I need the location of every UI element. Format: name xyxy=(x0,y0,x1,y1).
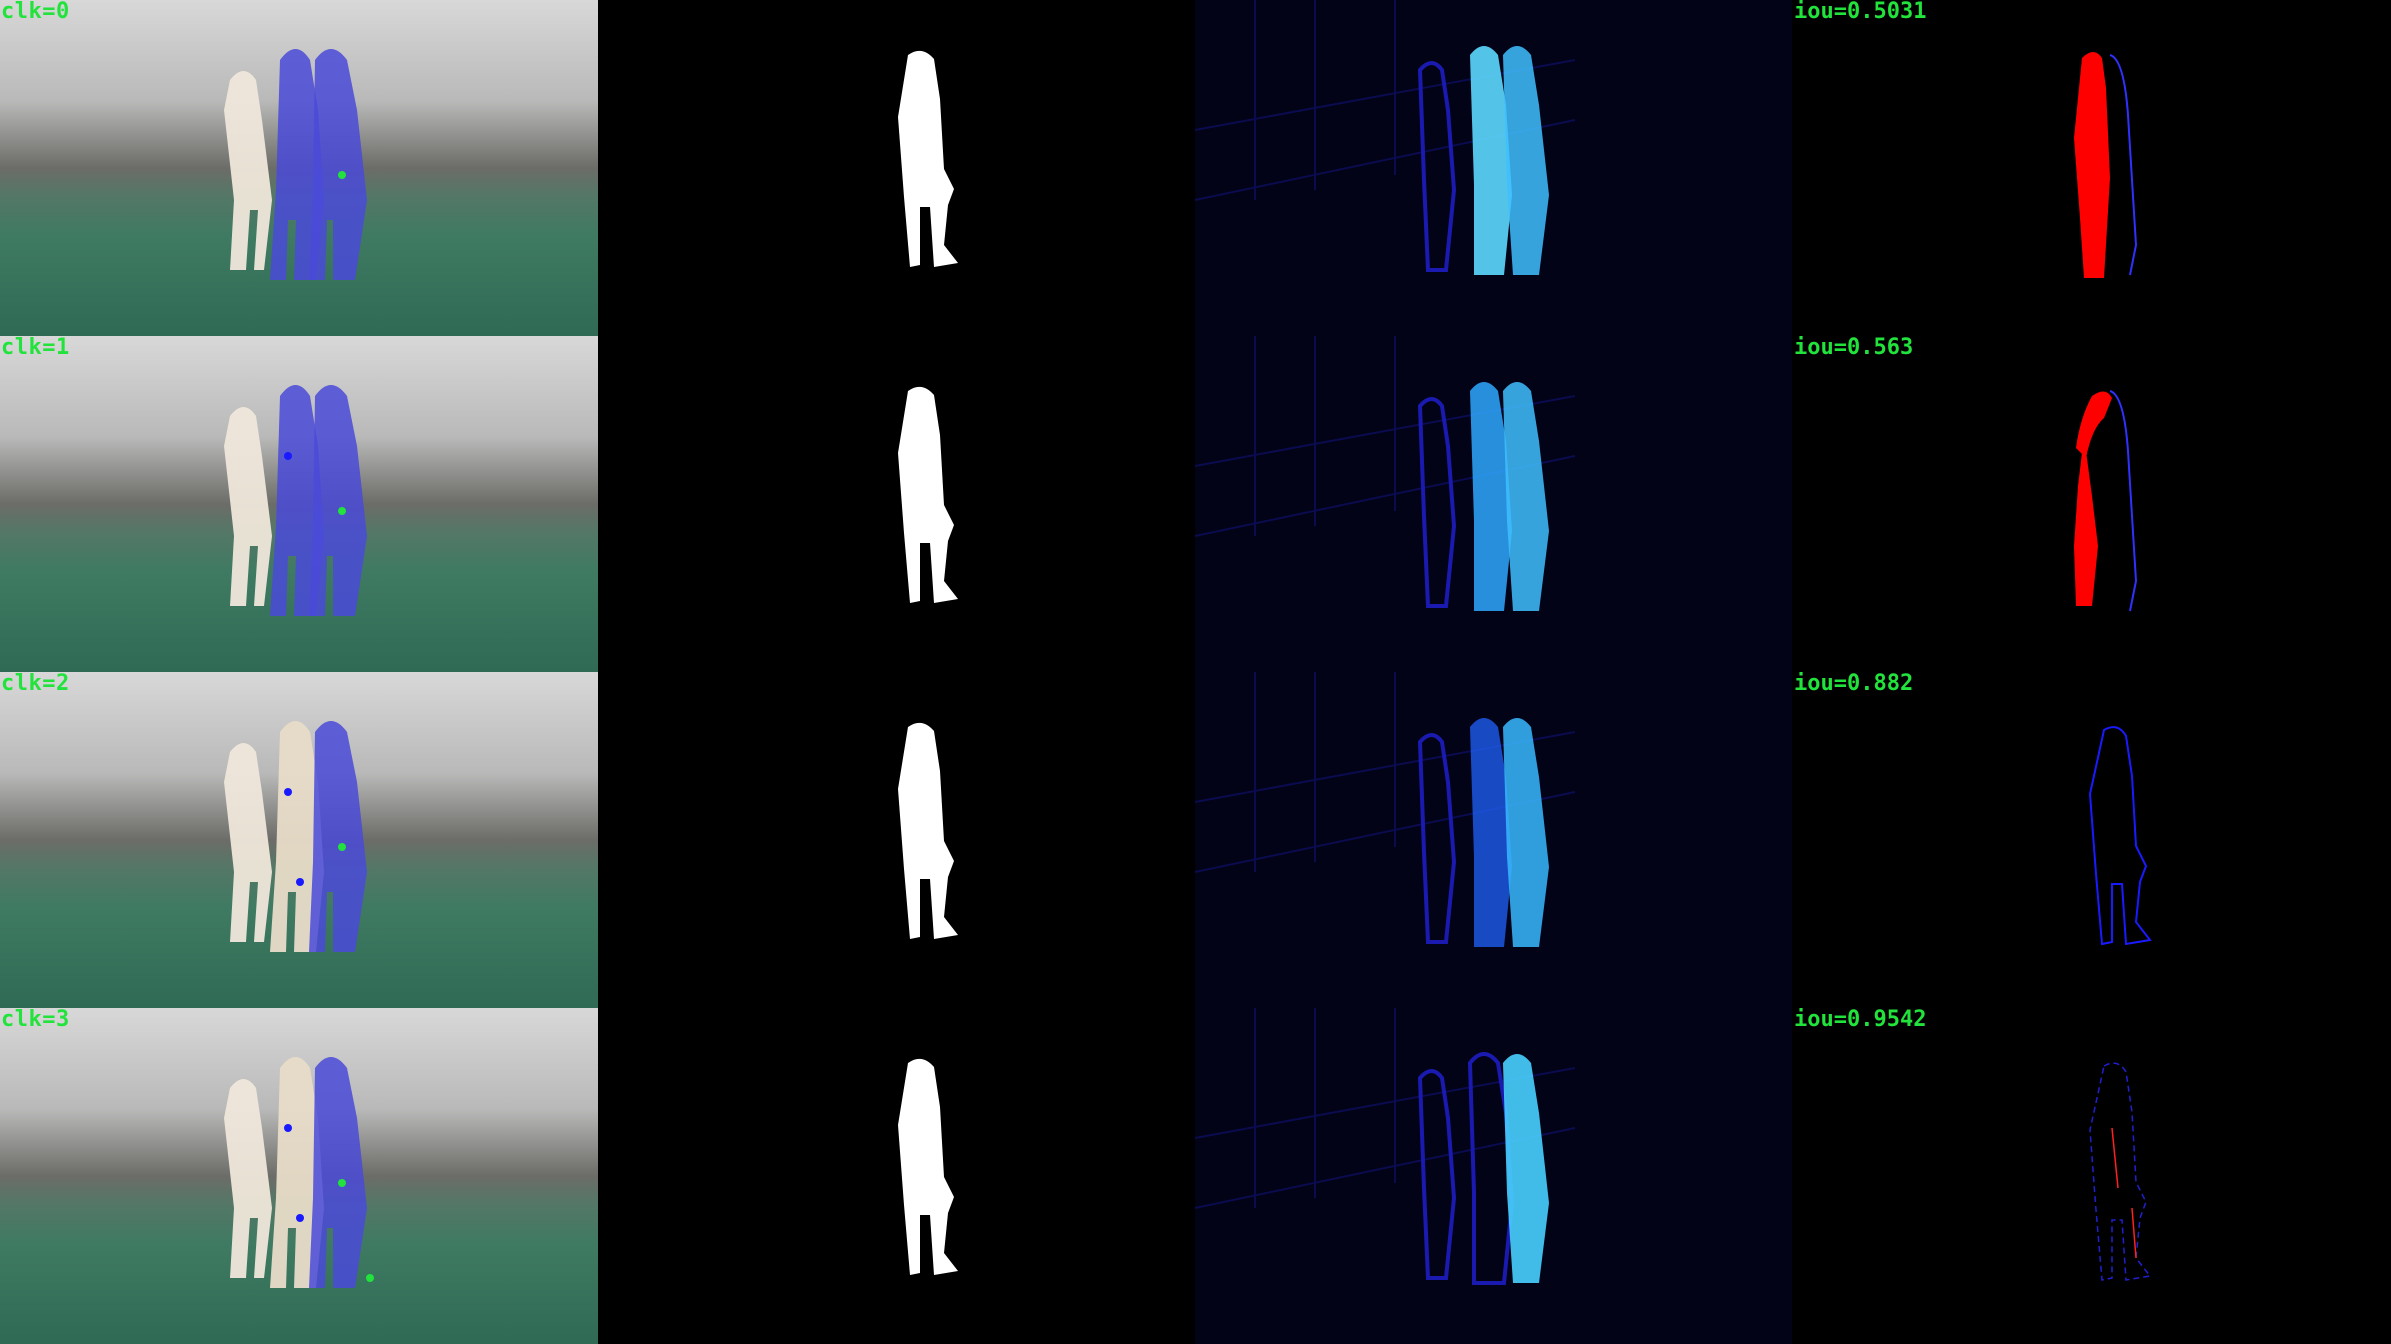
green-dot-icon xyxy=(366,1274,374,1282)
iou-score-label: iou=0.9542 xyxy=(1794,1008,1927,1032)
input-overlay-panel: clk=0 xyxy=(0,0,598,336)
green-dot-icon xyxy=(338,843,346,851)
iou-score-label: iou=0.882 xyxy=(1794,672,1914,696)
heatmap xyxy=(1195,0,1792,336)
person-right-mask xyxy=(309,49,367,280)
row-click-0: clk=0 iou=0.5031 xyxy=(0,0,2391,336)
probability-heatmap-panel xyxy=(1195,0,1792,336)
person-left-white xyxy=(224,71,272,270)
error-map-panel: iou=0.5031 xyxy=(1792,0,2391,336)
error-map xyxy=(2088,726,2152,946)
error-map xyxy=(2074,390,2138,612)
ground-truth-mask-panel xyxy=(598,1008,1195,1344)
iou-score-label: iou=0.563 xyxy=(1794,336,1914,360)
error-map xyxy=(2074,52,2138,278)
people-overlay xyxy=(224,385,367,616)
people-overlay xyxy=(224,721,367,952)
blue-dot-icon xyxy=(284,1124,292,1132)
input-overlay-panel: clk=3 xyxy=(0,1008,598,1344)
blue-dot-icon xyxy=(296,1214,304,1222)
probability-heatmap-panel xyxy=(1195,336,1792,672)
heatmap xyxy=(1195,336,1792,672)
input-overlay-panel: clk=2 xyxy=(0,672,598,1008)
green-dot-icon xyxy=(338,1179,346,1187)
click-count-label: clk=0 xyxy=(1,0,70,24)
row-click-1: clk=1 iou=0.563 xyxy=(0,336,2391,672)
blue-dot-icon xyxy=(284,788,292,796)
green-dot-icon xyxy=(338,171,346,179)
error-map xyxy=(2089,1062,2152,1281)
false-negative-region xyxy=(2074,52,2110,278)
false-positive-edges xyxy=(2109,54,2138,276)
ground-truth-silhouette xyxy=(898,722,958,939)
false-positive-edges xyxy=(2088,726,2152,946)
error-map-panel: iou=0.882 xyxy=(1792,672,2391,1008)
error-map-panel: iou=0.9542 xyxy=(1792,1008,2391,1344)
person-middle-mask xyxy=(270,49,324,280)
click-count-label: clk=3 xyxy=(1,1008,70,1032)
heatmap xyxy=(1195,672,1792,1008)
heatmap xyxy=(1195,1008,1792,1344)
blue-dot-icon xyxy=(284,452,292,460)
ground-truth-mask-panel xyxy=(598,0,1195,336)
row-click-3: clk=3 iou=0.9542 xyxy=(0,1008,2391,1344)
ground-truth-silhouette xyxy=(898,386,958,603)
green-dot-icon xyxy=(338,507,346,515)
error-map-panel: iou=0.563 xyxy=(1792,336,2391,672)
input-overlay-panel: clk=1 xyxy=(0,336,598,672)
click-count-label: clk=2 xyxy=(1,672,70,696)
blue-dot-icon xyxy=(296,878,304,886)
ground-truth-mask-panel xyxy=(598,672,1195,1008)
heat-person-right xyxy=(1503,46,1549,275)
iou-score-label: iou=0.5031 xyxy=(1794,0,1927,24)
probability-heatmap-panel xyxy=(1195,672,1792,1008)
row-click-2: clk=2 iou=0.882 xyxy=(0,672,2391,1008)
people-overlay xyxy=(224,49,367,280)
heat-person-middle xyxy=(1470,46,1512,275)
ground-truth-mask-panel xyxy=(598,336,1195,672)
heat-person-left xyxy=(1417,61,1457,272)
click-count-label: clk=1 xyxy=(1,336,70,360)
ground-truth-silhouette xyxy=(898,50,958,268)
ground-truth-silhouette xyxy=(898,1058,958,1275)
probability-heatmap-panel xyxy=(1195,1008,1792,1344)
false-negative-region xyxy=(2074,391,2112,606)
people-overlay xyxy=(224,1057,374,1288)
